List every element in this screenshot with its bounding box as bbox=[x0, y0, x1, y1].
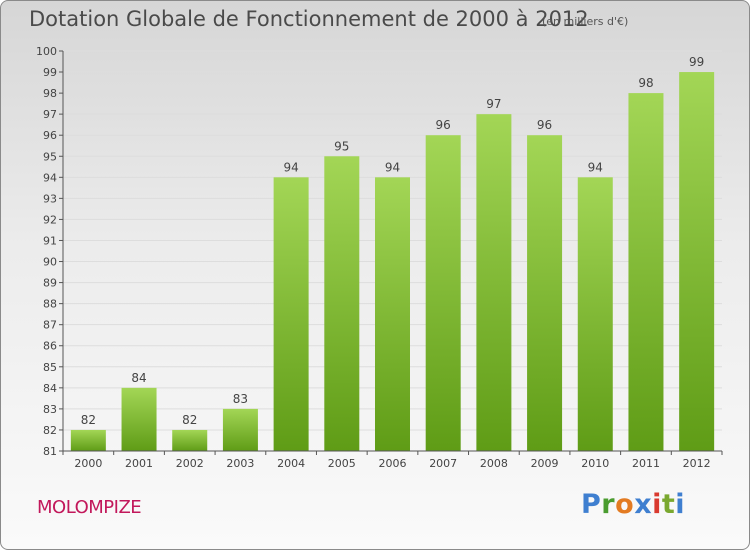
x-tick-label-2012: 2012 bbox=[683, 457, 711, 470]
data-label-2010: 94 bbox=[588, 160, 603, 174]
chart-unit: (en milliers d'€) bbox=[542, 15, 629, 28]
data-label-2001: 84 bbox=[131, 371, 146, 385]
bar-2008 bbox=[476, 114, 512, 451]
bar-2012 bbox=[679, 72, 715, 451]
y-tick-label: 88 bbox=[43, 298, 57, 311]
x-tick-label-2010: 2010 bbox=[581, 457, 609, 470]
x-tick-label-2000: 2000 bbox=[74, 457, 102, 470]
y-tick-label: 85 bbox=[43, 361, 57, 374]
y-tick-label: 84 bbox=[43, 382, 57, 395]
y-tick-label: 98 bbox=[43, 87, 57, 100]
data-label-2007: 96 bbox=[436, 118, 451, 132]
y-tick-label: 95 bbox=[43, 150, 57, 163]
chart-title: Dotation Globale de Fonctionnement de 20… bbox=[29, 7, 589, 31]
x-tick-label-2003: 2003 bbox=[226, 457, 254, 470]
data-label-2009: 96 bbox=[537, 118, 552, 132]
x-tick-label-2005: 2005 bbox=[328, 457, 356, 470]
y-tick-label: 83 bbox=[43, 403, 57, 416]
bar-2001 bbox=[121, 387, 157, 451]
x-tick-label-2011: 2011 bbox=[632, 457, 660, 470]
y-tick-label: 81 bbox=[43, 445, 57, 458]
x-tick-label-2002: 2002 bbox=[176, 457, 204, 470]
bar-2006 bbox=[375, 177, 410, 451]
y-tick-label: 97 bbox=[43, 108, 57, 121]
data-label-2005: 95 bbox=[334, 139, 349, 153]
bar-2003 bbox=[222, 408, 258, 451]
y-tick-label: 87 bbox=[43, 319, 57, 332]
y-tick-label: 82 bbox=[43, 424, 57, 437]
y-tick-label: 90 bbox=[43, 256, 57, 269]
y-tick-label: 92 bbox=[43, 213, 57, 226]
data-label-2004: 94 bbox=[283, 160, 298, 174]
bar-2004 bbox=[273, 177, 309, 451]
bar-2007 bbox=[425, 135, 461, 452]
municipality-name: MOLOMPIZE bbox=[37, 497, 142, 518]
x-tick-label-2009: 2009 bbox=[531, 457, 559, 470]
bar-2010 bbox=[577, 177, 613, 451]
x-tick-label-2006: 2006 bbox=[379, 457, 407, 470]
y-tick-label: 89 bbox=[43, 277, 57, 290]
data-label-2011: 98 bbox=[638, 76, 653, 90]
y-tick-label: 94 bbox=[43, 171, 57, 184]
data-label-2003: 83 bbox=[233, 392, 248, 406]
bars bbox=[70, 72, 715, 452]
x-tick-label-2007: 2007 bbox=[429, 457, 457, 470]
proxiti-logo[interactable]: Proxiti bbox=[581, 489, 686, 520]
labels: 81 82 83 84 85 86 87 88 89 90 91 92 93 94 95 96 97 98 99 10… bbox=[36, 45, 711, 470]
bar-2005 bbox=[324, 156, 360, 451]
y-tick-label: 99 bbox=[43, 66, 57, 79]
bar-2002 bbox=[172, 429, 208, 451]
x-tick-label-2004: 2004 bbox=[277, 457, 305, 470]
bar-2000 bbox=[70, 429, 106, 451]
x-tick-label-2008: 2008 bbox=[480, 457, 508, 470]
data-label-2000: 82 bbox=[81, 413, 96, 427]
x-tick-label-2001: 2001 bbox=[125, 457, 153, 470]
y-tick-label: 100 bbox=[36, 45, 57, 58]
data-label-2012: 99 bbox=[689, 55, 704, 69]
data-label-2008: 97 bbox=[486, 97, 501, 111]
axes bbox=[59, 50, 723, 455]
bar-2009 bbox=[527, 135, 563, 452]
bar-2011 bbox=[628, 93, 664, 452]
y-tick-label: 93 bbox=[43, 192, 57, 205]
y-tick-label: 86 bbox=[43, 340, 57, 353]
y-tick-label: 91 bbox=[43, 234, 57, 247]
y-tick-label: 96 bbox=[43, 129, 57, 142]
data-label-2006: 94 bbox=[385, 160, 400, 174]
data-label-2002: 82 bbox=[182, 413, 197, 427]
